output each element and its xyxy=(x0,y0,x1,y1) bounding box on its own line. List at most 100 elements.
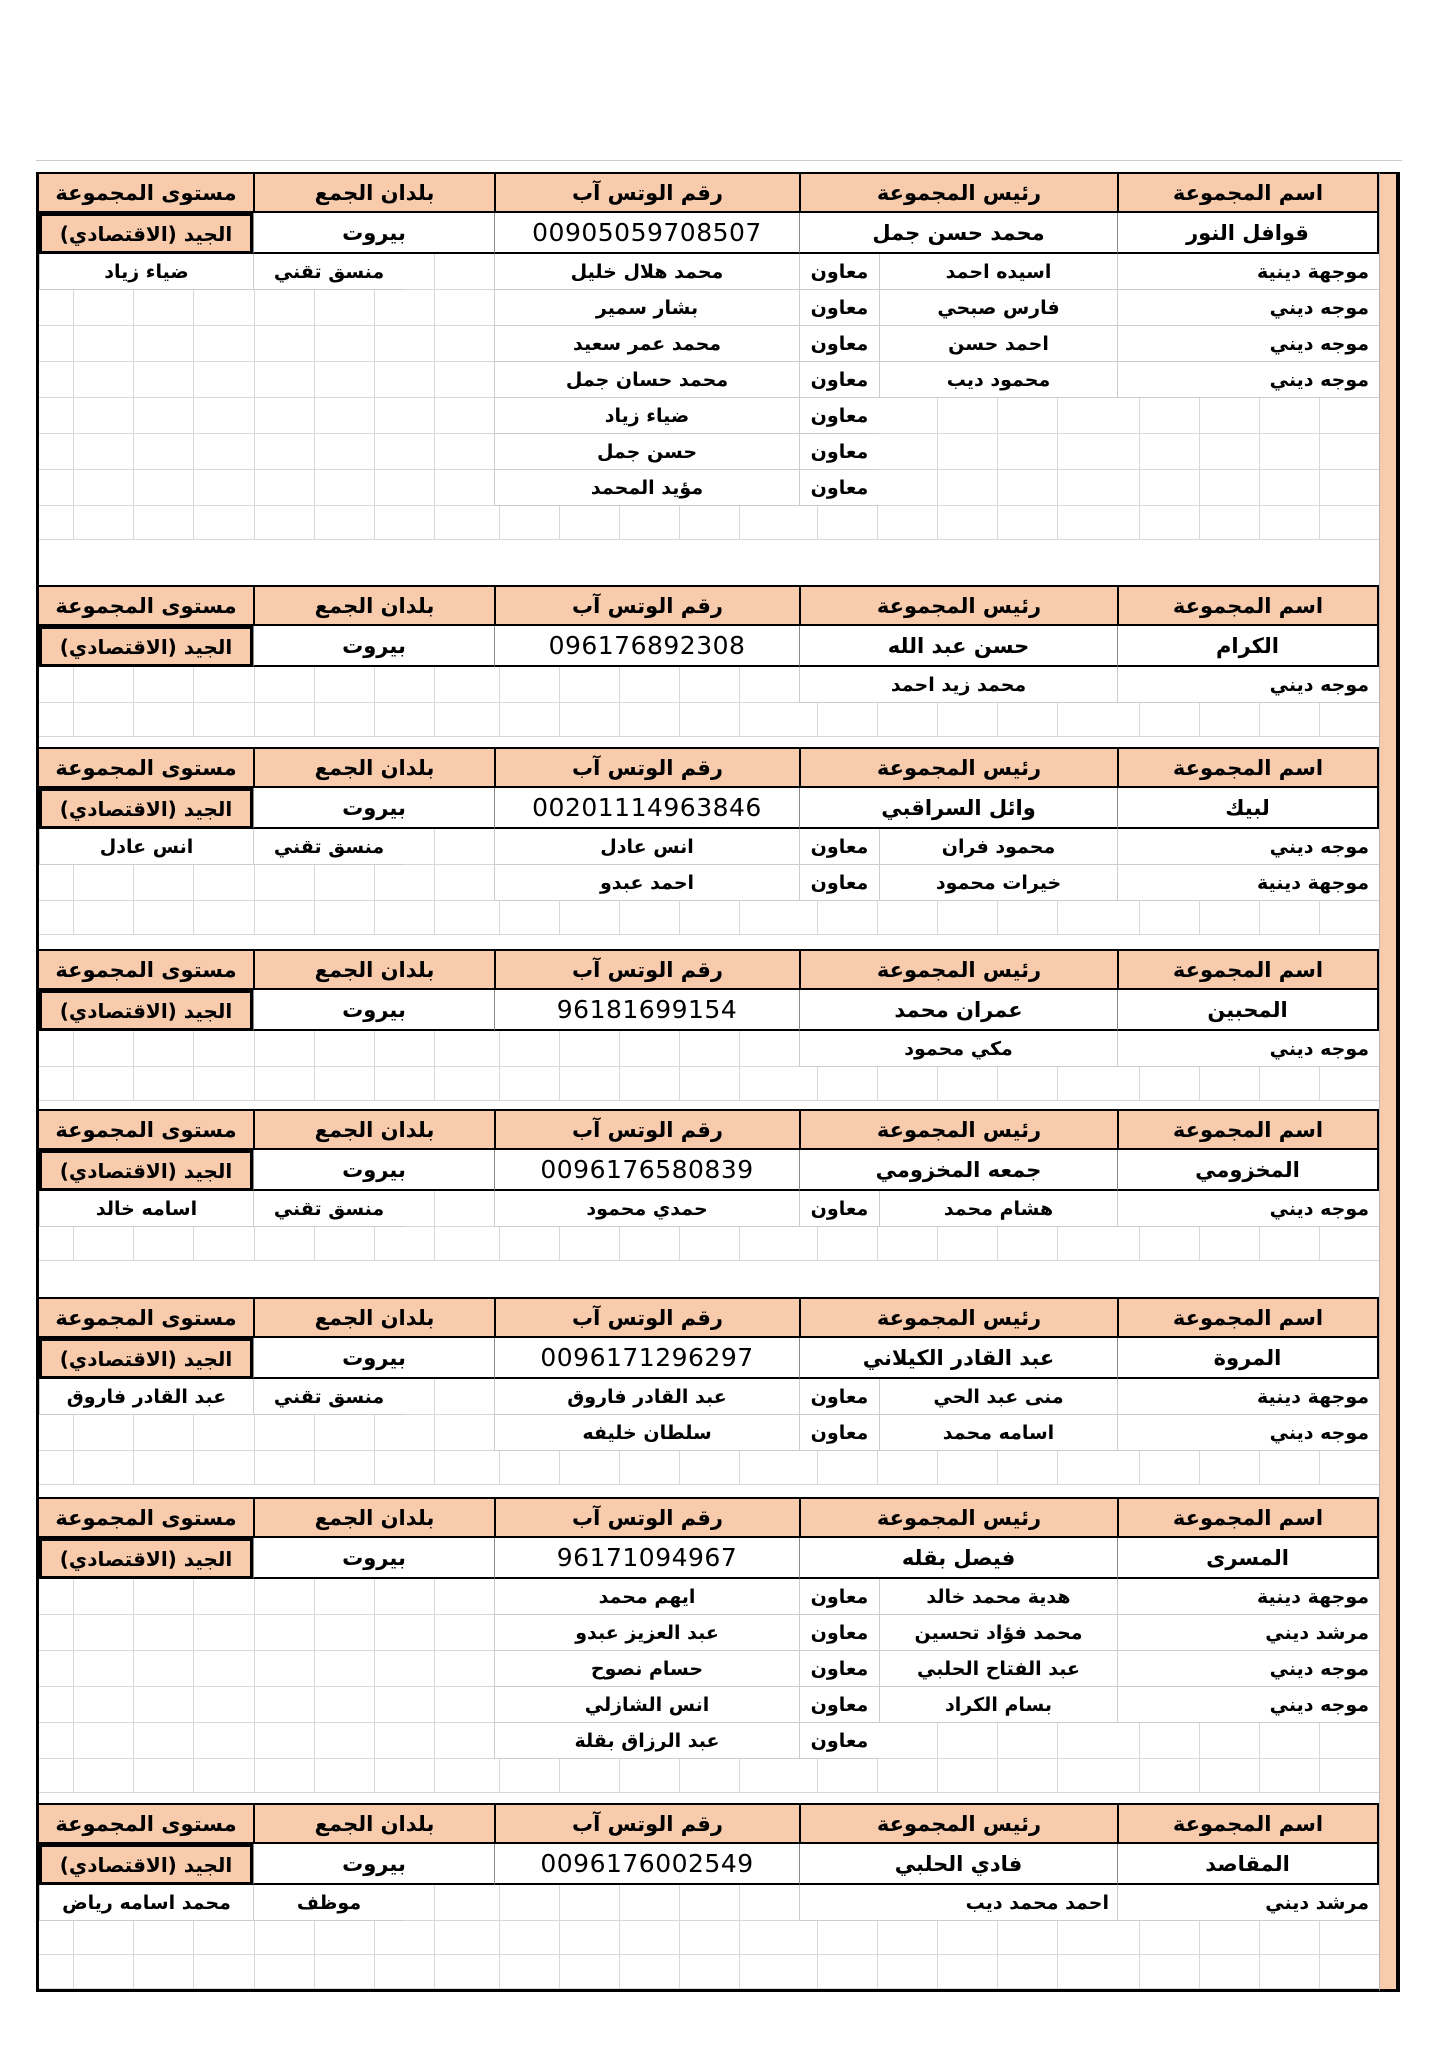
member-row: موجه ديني عبد الفتاح الحلبي معاون حسام نصوح xyxy=(39,1651,1379,1687)
group-level-cell: الجيد (الاقتصادي) xyxy=(39,1150,253,1191)
empty-grid-cell xyxy=(1117,1451,1379,1485)
assistant-label-cell: معاون xyxy=(799,326,879,362)
collection-country-cell: بيروت xyxy=(253,1538,494,1579)
empty-grid-cell xyxy=(39,362,253,398)
col-header-collection-countries: بلدان الجمع xyxy=(253,1111,494,1148)
member-row: مرشد ديني محمد فؤاد تحسين معاون عبد العزيز … xyxy=(39,1615,1379,1651)
group-level-cell: الجيد (الاقتصادي) xyxy=(39,213,253,254)
empty-grid-cell xyxy=(253,1579,494,1615)
col-header-collection-countries: بلدان الجمع xyxy=(253,1805,494,1842)
member-row: موجه ديني محمود فران معاون انس عادل منسق تقن… xyxy=(39,829,1379,865)
empty-grid-cell xyxy=(1117,703,1379,737)
col-header-collection-countries: بلدان الجمع xyxy=(253,587,494,624)
empty-grid-cell xyxy=(39,506,253,540)
empty-grid-cell xyxy=(253,398,494,434)
member-leader-name-cell: منى عبد الحي xyxy=(879,1379,1117,1415)
group-name-cell: المقاصد xyxy=(1117,1844,1379,1885)
empty-grid-cell xyxy=(253,667,494,703)
empty-grid-cell xyxy=(39,865,253,901)
level-person-name-cell: ضياء زياد xyxy=(39,254,253,290)
member-row: موجهة دينية اسيده احمد معاون محمد هلال خليل… xyxy=(39,254,1379,290)
member-leader-name-cell: احمد محمد ديب xyxy=(799,1885,1117,1921)
member-name-cell: انس عادل xyxy=(494,829,799,865)
empty-grid-cell xyxy=(39,470,253,506)
col-header-group-name: اسم المجموعة xyxy=(1117,749,1379,786)
empty-grid-cell xyxy=(1117,434,1379,470)
member-role-cell: موجهة دينية xyxy=(1117,1379,1379,1415)
assistant-label-cell: معاون xyxy=(799,1723,879,1759)
empty-grid-cell xyxy=(494,506,799,540)
col-header-group-name: اسم المجموعة xyxy=(1117,174,1379,211)
sheet-gridline-remnant xyxy=(36,160,1402,161)
level-person-name-cell: انس عادل xyxy=(39,829,253,865)
empty-grid-cell xyxy=(39,1451,253,1485)
col-header-group-leader: رئيس المجموعة xyxy=(799,951,1117,988)
col-header-group-leader: رئيس المجموعة xyxy=(799,587,1117,624)
whatsapp-number-cell: 0096171296297 xyxy=(494,1338,799,1379)
col-header-group-level: مستوى المجموعة xyxy=(55,1305,237,1330)
empty-grid-cell xyxy=(253,1651,494,1687)
block-gap xyxy=(39,737,1379,747)
empty-grid-cell xyxy=(39,1921,253,1955)
empty-grid-cell xyxy=(39,667,253,703)
group-data-row: لبيك وائل السراقبي 00201114963846 بيروت الجي… xyxy=(39,788,1379,829)
member-row: موجه ديني احمد حسن معاون محمد عمر سعيد xyxy=(39,326,1379,362)
empty-grid-cell xyxy=(1117,506,1379,540)
group-leader-cell: وائل السراقبي xyxy=(799,788,1117,829)
col-header-group-level: مستوى المجموعة xyxy=(55,593,237,618)
level-person-name-cell: عبد القادر فاروق xyxy=(39,1379,253,1415)
group-name-cell: الكرام xyxy=(1117,626,1379,667)
empty-grid-cell xyxy=(1117,1921,1379,1955)
block-header-row: اسم المجموعة رئيس المجموعة رقم الوتس آب بلد… xyxy=(39,1803,1379,1844)
empty-grid-row xyxy=(39,506,1379,540)
group-name-cell: لبيك xyxy=(1117,788,1379,829)
empty-grid-cell xyxy=(39,398,253,434)
block-header-row: اسم المجموعة رئيس المجموعة رقم الوتس آب بلد… xyxy=(39,1297,1379,1338)
empty-grid-cell xyxy=(879,434,1117,470)
empty-grid-cell xyxy=(404,1191,494,1227)
assistant-label-cell: معاون xyxy=(799,1415,879,1451)
col-header-group-leader: رئيس المجموعة xyxy=(799,1499,1117,1536)
empty-grid-cell xyxy=(404,829,494,865)
col-header-group-level: مستوى المجموعة xyxy=(55,1117,237,1142)
member-role-cell: موجهة دينية xyxy=(1117,865,1379,901)
group-leader-cell: عبد القادر الكيلاني xyxy=(799,1338,1117,1379)
empty-grid-cell xyxy=(1117,1723,1379,1759)
group-level-cell: الجيد (الاقتصادي) xyxy=(39,788,253,829)
level-person-name-cell: اسامه خالد xyxy=(39,1191,253,1227)
right-accent-column xyxy=(1379,172,1400,1992)
block-header-row: اسم المجموعة رئيس المجموعة رقم الوتس آب بلد… xyxy=(39,747,1379,788)
empty-grid-cell xyxy=(39,1067,253,1101)
assistant-label-cell: معاون xyxy=(799,470,879,506)
member-row: معاون حسن جمل xyxy=(39,434,1379,470)
block-header-row: اسم المجموعة رئيس المجموعة رقم الوتس آب بلد… xyxy=(39,1109,1379,1150)
group-data-row: قوافل النور محمد حسن جمل 00905059708507 بير… xyxy=(39,213,1379,254)
col-header-collection-countries: بلدان الجمع xyxy=(253,1499,494,1536)
empty-grid-cell xyxy=(1117,1227,1379,1261)
empty-grid-row xyxy=(39,1451,1379,1485)
empty-grid-row xyxy=(39,1067,1379,1101)
member-name-cell: ايهم محمد xyxy=(494,1579,799,1615)
group-data-row: المقاصد فادي الحلبي 0096176002549 بيروت الجي… xyxy=(39,1844,1379,1885)
empty-grid-cell xyxy=(39,1687,253,1723)
empty-grid-cell xyxy=(1117,470,1379,506)
col-header-group-leader: رئيس المجموعة xyxy=(799,1111,1117,1148)
empty-grid-cell xyxy=(39,1031,253,1067)
empty-grid-cell xyxy=(879,1723,1117,1759)
empty-grid-cell xyxy=(1117,1759,1379,1793)
member-leader-name-cell: احمد حسن xyxy=(879,326,1117,362)
col-header-group-level: مستوى المجموعة xyxy=(55,957,237,982)
empty-grid-cell xyxy=(799,1067,1117,1101)
member-row: موجه ديني اسامه محمد معاون سلطان خليفه xyxy=(39,1415,1379,1451)
block-header-row: اسم المجموعة رئيس المجموعة رقم الوتس آب بلد… xyxy=(39,949,1379,990)
coordinator-role-cell: موظف xyxy=(253,1885,404,1921)
assistant-label-cell: معاون xyxy=(799,1579,879,1615)
empty-grid-cell xyxy=(799,1227,1117,1261)
block-gap xyxy=(39,1261,1379,1297)
member-name-cell: بشار سمير xyxy=(494,290,799,326)
member-name-cell: حمدي محمود xyxy=(494,1191,799,1227)
empty-grid-cell xyxy=(404,254,494,290)
empty-grid-cell xyxy=(253,1921,494,1955)
col-header-whatsapp-number: رقم الوتس آب xyxy=(494,587,799,624)
